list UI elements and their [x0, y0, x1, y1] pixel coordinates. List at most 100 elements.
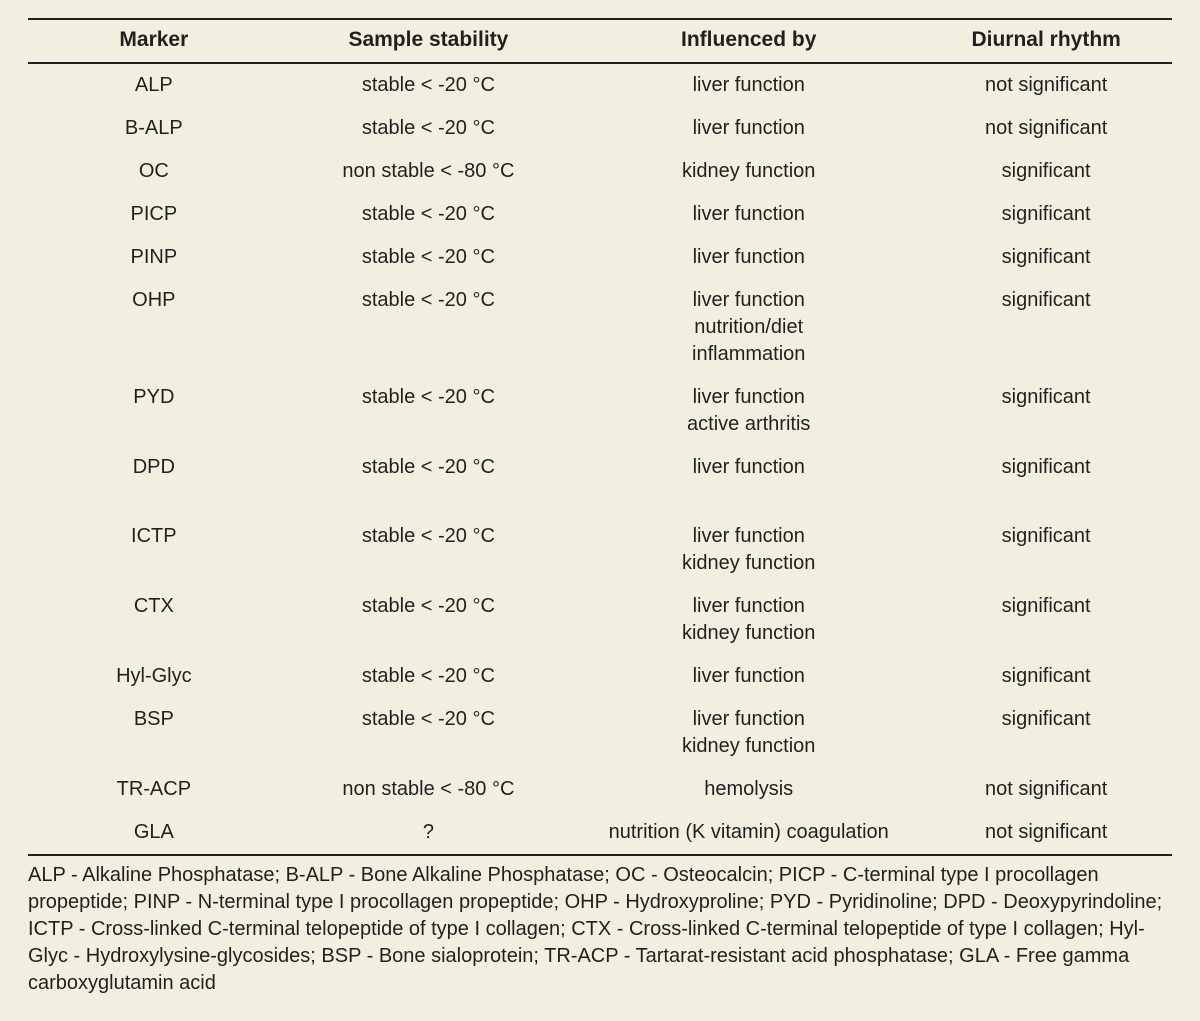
- cell-rhythm: significant: [920, 515, 1172, 585]
- cell-rhythm: significant: [920, 698, 1172, 768]
- cell-stability: non stable < -80 °C: [280, 150, 577, 193]
- cell-stability: stable < -20 °C: [280, 279, 577, 376]
- cell-rhythm: not significant: [920, 107, 1172, 150]
- table-row: ICTPstable < -20 °Cliver functionkidney …: [28, 515, 1172, 585]
- cell-stability: non stable < -80 °C: [280, 768, 577, 811]
- influenced-line: inflammation: [583, 341, 914, 368]
- table-row: TR-ACPnon stable < -80 °Chemolysisnot si…: [28, 768, 1172, 811]
- influenced-line: kidney function: [583, 158, 914, 185]
- cell-influenced: liver function: [577, 655, 920, 698]
- cell-stability: ?: [280, 811, 577, 854]
- influenced-line: active arthritis: [583, 411, 914, 438]
- cell-influenced: liver function: [577, 193, 920, 236]
- cell-marker: DPD: [28, 446, 280, 515]
- table-row: GLA?nutrition (K vitamin) coagulationnot…: [28, 811, 1172, 854]
- cell-marker: PINP: [28, 236, 280, 279]
- cell-marker: B-ALP: [28, 107, 280, 150]
- cell-marker: GLA: [28, 811, 280, 854]
- cell-rhythm: significant: [920, 236, 1172, 279]
- cell-rhythm: significant: [920, 446, 1172, 515]
- cell-influenced: liver functionkidney function: [577, 698, 920, 768]
- table-row: PINPstable < -20 °Cliver functionsignifi…: [28, 236, 1172, 279]
- cell-marker: OHP: [28, 279, 280, 376]
- col-rhythm: Diurnal rhythm: [920, 19, 1172, 63]
- cell-marker: ALP: [28, 63, 280, 107]
- influenced-line: liver function: [583, 384, 914, 411]
- cell-rhythm: significant: [920, 193, 1172, 236]
- page: Marker Sample stability Influenced by Di…: [0, 0, 1200, 1021]
- table-body: ALPstable < -20 °Cliver functionnot sign…: [28, 63, 1172, 854]
- table-row: B-ALPstable < -20 °Cliver functionnot si…: [28, 107, 1172, 150]
- table-row: OCnon stable < -80 °Ckidney functionsign…: [28, 150, 1172, 193]
- table-header-row: Marker Sample stability Influenced by Di…: [28, 19, 1172, 63]
- cell-stability: stable < -20 °C: [280, 376, 577, 446]
- cell-stability: stable < -20 °C: [280, 655, 577, 698]
- table-row: BSPstable < -20 °Cliver functionkidney f…: [28, 698, 1172, 768]
- table-row: ALPstable < -20 °Cliver functionnot sign…: [28, 63, 1172, 107]
- col-influenced: Influenced by: [577, 19, 920, 63]
- influenced-line: liver function: [583, 201, 914, 228]
- cell-rhythm: not significant: [920, 768, 1172, 811]
- cell-stability: stable < -20 °C: [280, 236, 577, 279]
- table-row: CTXstable < -20 °Cliver functionkidney f…: [28, 585, 1172, 655]
- table-row: Hyl-Glycstable < -20 °Cliver functionsig…: [28, 655, 1172, 698]
- cell-influenced: liver functionkidney function: [577, 585, 920, 655]
- cell-influenced: nutrition (K vitamin) coagulation: [577, 811, 920, 854]
- influenced-line: liver function: [583, 523, 914, 550]
- influenced-line: kidney function: [583, 733, 914, 760]
- cell-marker: ICTP: [28, 515, 280, 585]
- cell-marker: CTX: [28, 585, 280, 655]
- table-row: DPDstable < -20 °Cliver functionsignific…: [28, 446, 1172, 515]
- cell-marker: Hyl-Glyc: [28, 655, 280, 698]
- cell-stability: stable < -20 °C: [280, 107, 577, 150]
- cell-stability: stable < -20 °C: [280, 446, 577, 515]
- cell-influenced: hemolysis: [577, 768, 920, 811]
- influenced-line: liver function: [583, 287, 914, 314]
- cell-rhythm: not significant: [920, 811, 1172, 854]
- influenced-line: liver function: [583, 454, 914, 481]
- cell-stability: stable < -20 °C: [280, 698, 577, 768]
- footnote-divider: ALP - Alkaline Phosphatase; B-ALP - Bone…: [28, 854, 1172, 997]
- cell-marker: BSP: [28, 698, 280, 768]
- cell-rhythm: significant: [920, 150, 1172, 193]
- influenced-line: liver function: [583, 72, 914, 99]
- cell-marker: PYD: [28, 376, 280, 446]
- cell-influenced: liver function: [577, 63, 920, 107]
- influenced-line: hemolysis: [583, 776, 914, 803]
- cell-influenced: kidney function: [577, 150, 920, 193]
- cell-influenced: liver functionnutrition/dietinflammation: [577, 279, 920, 376]
- abbreviations-footnote: ALP - Alkaline Phosphatase; B-ALP - Bone…: [28, 862, 1172, 997]
- influenced-line: liver function: [583, 115, 914, 142]
- influenced-line: nutrition (K vitamin) coagulation: [583, 819, 914, 846]
- col-marker: Marker: [28, 19, 280, 63]
- cell-stability: stable < -20 °C: [280, 585, 577, 655]
- cell-rhythm: significant: [920, 655, 1172, 698]
- cell-influenced: liver function: [577, 107, 920, 150]
- cell-influenced: liver functionkidney function: [577, 515, 920, 585]
- col-stability: Sample stability: [280, 19, 577, 63]
- cell-influenced: liver functionactive arthritis: [577, 376, 920, 446]
- cell-marker: PICP: [28, 193, 280, 236]
- influenced-line: liver function: [583, 706, 914, 733]
- cell-marker: TR-ACP: [28, 768, 280, 811]
- influenced-line: kidney function: [583, 620, 914, 647]
- cell-stability: stable < -20 °C: [280, 515, 577, 585]
- table-header: Marker Sample stability Influenced by Di…: [28, 19, 1172, 63]
- influenced-line: liver function: [583, 593, 914, 620]
- cell-stability: stable < -20 °C: [280, 63, 577, 107]
- cell-rhythm: significant: [920, 585, 1172, 655]
- cell-influenced: liver function: [577, 446, 920, 515]
- cell-rhythm: significant: [920, 279, 1172, 376]
- influenced-line: liver function: [583, 663, 914, 690]
- table-row: OHPstable < -20 °Cliver functionnutritio…: [28, 279, 1172, 376]
- influenced-line: nutrition/diet: [583, 314, 914, 341]
- influenced-line: liver function: [583, 244, 914, 271]
- cell-rhythm: significant: [920, 376, 1172, 446]
- cell-marker: OC: [28, 150, 280, 193]
- influenced-line: kidney function: [583, 550, 914, 577]
- markers-table: Marker Sample stability Influenced by Di…: [28, 18, 1172, 854]
- table-row: PICPstable < -20 °Cliver functionsignifi…: [28, 193, 1172, 236]
- table-row: PYDstable < -20 °Cliver functionactive a…: [28, 376, 1172, 446]
- cell-influenced: liver function: [577, 236, 920, 279]
- cell-stability: stable < -20 °C: [280, 193, 577, 236]
